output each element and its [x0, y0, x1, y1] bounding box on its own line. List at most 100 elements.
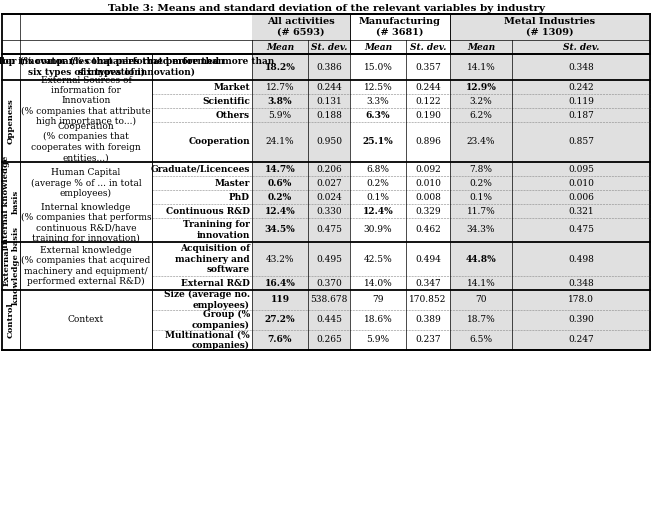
- Text: Internal knowledge
(% companies that performs
continuous R&D/have
training for i: Internal knowledge (% companies that per…: [21, 203, 151, 243]
- Text: 14.1%: 14.1%: [467, 279, 496, 287]
- Text: 0.188: 0.188: [316, 110, 342, 120]
- Text: 0.244: 0.244: [415, 83, 441, 91]
- Text: 79: 79: [372, 296, 384, 304]
- Bar: [308, 14, 350, 350]
- Text: Cooperation: Cooperation: [188, 137, 250, 147]
- Text: 27.2%: 27.2%: [265, 315, 295, 325]
- Text: Human Capital
(average % of ... in total
employees): Human Capital (average % of ... in total…: [31, 168, 141, 198]
- Text: 0.462: 0.462: [415, 225, 441, 234]
- Text: 6.8%: 6.8%: [366, 165, 389, 173]
- Text: 0.475: 0.475: [316, 225, 342, 234]
- Text: Others: Others: [216, 110, 250, 120]
- Text: 178.0: 178.0: [568, 296, 594, 304]
- Text: 0.1%: 0.1%: [469, 192, 492, 202]
- Text: 0.445: 0.445: [316, 315, 342, 325]
- Text: 0.2%: 0.2%: [268, 192, 292, 202]
- Text: 170.852: 170.852: [409, 296, 447, 304]
- Text: Acquisition of
machinery and
software: Acquisition of machinery and software: [175, 244, 250, 274]
- Text: 0.190: 0.190: [415, 110, 441, 120]
- Text: Size (average no.
employees): Size (average no. employees): [164, 290, 250, 310]
- Text: Internal knowledge
basis: Internal knowledge basis: [3, 156, 20, 248]
- Text: St. dev.: St. dev.: [410, 42, 446, 52]
- Text: 18.2%: 18.2%: [265, 62, 295, 72]
- Text: 0.370: 0.370: [316, 279, 342, 287]
- Text: Continuous R&D: Continuous R&D: [166, 206, 250, 216]
- Text: 11.7%: 11.7%: [467, 206, 496, 216]
- Text: 0.206: 0.206: [316, 165, 342, 173]
- Text: 24.1%: 24.1%: [265, 137, 294, 147]
- Bar: [512, 14, 650, 350]
- Bar: [450, 14, 512, 350]
- Text: St. dev.: St. dev.: [563, 42, 599, 52]
- Text: 0.329: 0.329: [415, 206, 441, 216]
- Text: 0.357: 0.357: [415, 62, 441, 72]
- Text: PhD: PhD: [229, 192, 250, 202]
- Text: 3.3%: 3.3%: [366, 96, 389, 105]
- Text: 70: 70: [475, 296, 487, 304]
- Text: Metal Industries
(# 1309): Metal Industries (# 1309): [505, 18, 595, 37]
- Text: 0.498: 0.498: [568, 254, 594, 264]
- Text: 0.024: 0.024: [316, 192, 342, 202]
- Text: 0.119: 0.119: [568, 96, 594, 105]
- Text: 5.9%: 5.9%: [366, 335, 389, 345]
- Text: 0.2%: 0.2%: [469, 179, 492, 187]
- Text: 0.092: 0.092: [415, 165, 441, 173]
- Bar: [252, 14, 308, 350]
- Text: Scientific: Scientific: [202, 96, 250, 105]
- Text: Market: Market: [213, 83, 250, 91]
- Text: 6.3%: 6.3%: [366, 110, 391, 120]
- Text: Master: Master: [215, 179, 250, 187]
- Text: 15.0%: 15.0%: [364, 62, 393, 72]
- Text: 0.348: 0.348: [568, 62, 594, 72]
- Text: 0.027: 0.027: [316, 179, 342, 187]
- Text: 0.006: 0.006: [568, 192, 594, 202]
- Text: 14.1%: 14.1%: [467, 62, 496, 72]
- Text: 12.7%: 12.7%: [265, 83, 294, 91]
- Text: 30.9%: 30.9%: [364, 225, 393, 234]
- Text: 5.9%: 5.9%: [269, 110, 291, 120]
- Text: 6.5%: 6.5%: [469, 335, 492, 345]
- Text: 0.950: 0.950: [316, 137, 342, 147]
- Text: 18.7%: 18.7%: [467, 315, 496, 325]
- Text: 0.131: 0.131: [316, 96, 342, 105]
- Text: 119: 119: [271, 296, 289, 304]
- Text: 0.390: 0.390: [568, 315, 594, 325]
- Text: Manufacturing
(# 3681): Manufacturing (# 3681): [359, 18, 441, 37]
- Text: Top innovator (% companies that performed more than
six types of innovation): Top innovator (% companies that performe…: [0, 57, 274, 77]
- Text: Group (%
companies): Group (% companies): [192, 310, 250, 330]
- Text: Multinational (%
companies): Multinational (% companies): [165, 330, 250, 350]
- Text: 0.495: 0.495: [316, 254, 342, 264]
- Text: 538.678: 538.678: [310, 296, 348, 304]
- Text: Cooperation
(% companies that
cooperates with foreign
entities...): Cooperation (% companies that cooperates…: [31, 122, 141, 162]
- Text: 43.2%: 43.2%: [266, 254, 294, 264]
- Text: 0.857: 0.857: [568, 137, 594, 147]
- Text: Top innovator (% companies that performed more than
six types of innovation): Top innovator (% companies that performe…: [0, 57, 225, 77]
- Text: 0.475: 0.475: [568, 225, 594, 234]
- Text: 0.389: 0.389: [415, 315, 441, 325]
- Text: 25.1%: 25.1%: [363, 137, 393, 147]
- Text: 0.010: 0.010: [568, 179, 594, 187]
- Text: 12.9%: 12.9%: [466, 83, 496, 91]
- Text: 0.494: 0.494: [415, 254, 441, 264]
- Text: Context: Context: [68, 315, 104, 325]
- Text: 14.7%: 14.7%: [265, 165, 295, 173]
- Text: 12.5%: 12.5%: [364, 83, 393, 91]
- Text: Mean: Mean: [266, 42, 294, 52]
- Text: 0.008: 0.008: [415, 192, 441, 202]
- Text: External
knowledge basis: External knowledge basis: [3, 227, 20, 305]
- Text: 0.321: 0.321: [568, 206, 594, 216]
- Text: 0.265: 0.265: [316, 335, 342, 345]
- Text: Mean: Mean: [364, 42, 392, 52]
- Text: 3.2%: 3.2%: [469, 96, 492, 105]
- Text: 18.6%: 18.6%: [364, 315, 393, 325]
- Text: 0.386: 0.386: [316, 62, 342, 72]
- Text: 7.8%: 7.8%: [469, 165, 492, 173]
- Text: 0.247: 0.247: [568, 335, 594, 345]
- Text: 12.4%: 12.4%: [265, 206, 295, 216]
- Text: 6.2%: 6.2%: [469, 110, 492, 120]
- Text: 34.5%: 34.5%: [265, 225, 295, 234]
- Text: 0.095: 0.095: [568, 165, 594, 173]
- Text: 7.6%: 7.6%: [268, 335, 292, 345]
- Text: External Sources of
information for
Innovation
(% companies that attribute
high : External Sources of information for Inno…: [21, 75, 151, 126]
- Text: 0.896: 0.896: [415, 137, 441, 147]
